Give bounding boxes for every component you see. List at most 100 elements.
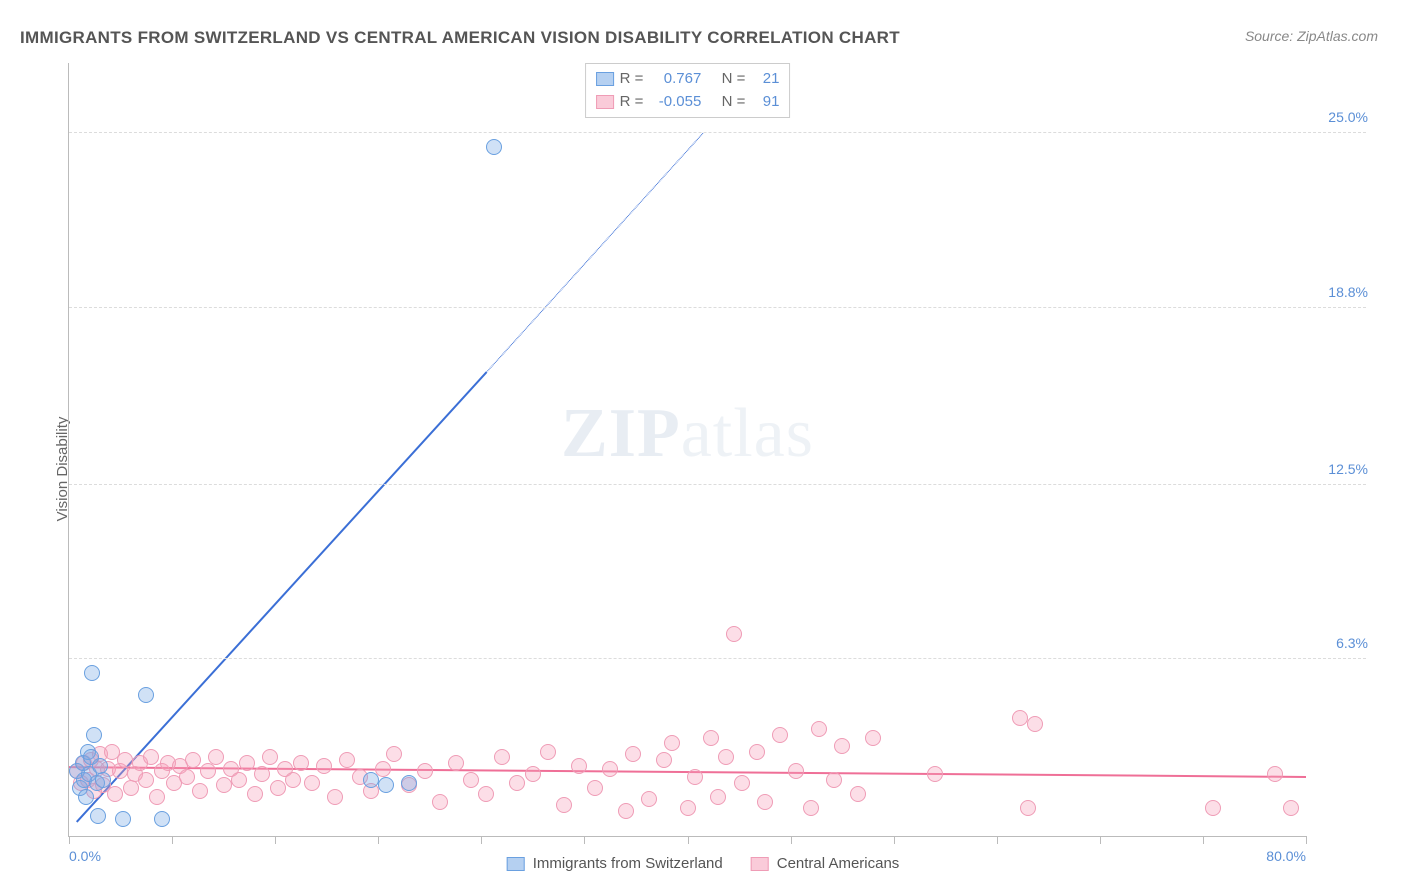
data-point	[208, 749, 224, 765]
data-point	[664, 735, 680, 751]
data-point	[602, 761, 618, 777]
legend-item-pink: Central Americans	[751, 855, 900, 872]
data-point	[1283, 800, 1299, 816]
y-tick-label: 12.5%	[1328, 461, 1368, 477]
r-label: R =	[620, 91, 644, 114]
x-tick	[481, 836, 482, 844]
data-point	[386, 746, 402, 762]
swatch-blue-icon	[596, 72, 614, 86]
data-point	[478, 786, 494, 802]
data-point	[107, 786, 123, 802]
gridline	[69, 132, 1366, 133]
data-point	[262, 749, 278, 765]
plot-area: ZIPatlas R = 0.767 N = 21 R = -0.055 N =…	[68, 63, 1306, 837]
gridline	[69, 658, 1366, 659]
legend-item-blue: Immigrants from Switzerland	[507, 855, 723, 872]
x-tick	[172, 836, 173, 844]
y-tick-label: 18.8%	[1328, 284, 1368, 300]
chart-title: IMMIGRANTS FROM SWITZERLAND VS CENTRAL A…	[20, 28, 900, 48]
data-point	[772, 727, 788, 743]
trend-lines	[69, 63, 1306, 836]
data-point	[656, 752, 672, 768]
data-point	[363, 772, 379, 788]
data-point	[149, 789, 165, 805]
data-point	[703, 730, 719, 746]
data-point	[185, 752, 201, 768]
data-point	[680, 800, 696, 816]
n-label: N =	[722, 68, 746, 91]
data-point	[556, 797, 572, 813]
data-point	[327, 789, 343, 805]
x-tick-label: 80.0%	[1266, 848, 1306, 864]
data-point	[417, 763, 433, 779]
x-tick	[584, 836, 585, 844]
data-point	[834, 738, 850, 754]
data-point	[401, 775, 417, 791]
data-point	[509, 775, 525, 791]
data-point	[339, 752, 355, 768]
data-point	[718, 749, 734, 765]
data-point	[123, 780, 139, 796]
data-point	[154, 811, 170, 827]
data-point	[486, 139, 502, 155]
data-point	[448, 755, 464, 771]
data-point	[826, 772, 842, 788]
swatch-pink-icon	[751, 857, 769, 871]
r-label: R =	[620, 68, 644, 91]
data-point	[254, 766, 270, 782]
data-point	[734, 775, 750, 791]
data-point	[192, 783, 208, 799]
data-point	[1267, 766, 1283, 782]
legend-label-pink: Central Americans	[777, 855, 900, 872]
data-point	[117, 752, 133, 768]
data-point	[375, 761, 391, 777]
data-point	[90, 808, 106, 824]
data-point	[850, 786, 866, 802]
data-point	[115, 811, 131, 827]
x-tick	[791, 836, 792, 844]
data-point	[216, 777, 232, 793]
data-point	[432, 794, 448, 810]
data-point	[378, 777, 394, 793]
data-point	[247, 786, 263, 802]
data-point	[270, 780, 286, 796]
data-point	[571, 758, 587, 774]
gridline	[69, 484, 1366, 485]
data-point	[625, 746, 641, 762]
data-point	[239, 755, 255, 771]
data-point	[618, 803, 634, 819]
data-point	[1027, 716, 1043, 732]
correlation-legend: R = 0.767 N = 21 R = -0.055 N = 91	[585, 63, 791, 118]
data-point	[587, 780, 603, 796]
r-value-pink: -0.055	[649, 91, 701, 114]
source-label: Source: ZipAtlas.com	[1245, 28, 1378, 44]
x-tick	[1306, 836, 1307, 844]
data-point	[231, 772, 247, 788]
data-point	[95, 772, 111, 788]
data-point	[803, 800, 819, 816]
data-point	[86, 727, 102, 743]
data-point	[726, 626, 742, 642]
swatch-pink-icon	[596, 95, 614, 109]
data-point	[687, 769, 703, 785]
r-value-blue: 0.767	[649, 68, 701, 91]
data-point	[304, 775, 320, 791]
legend-label-blue: Immigrants from Switzerland	[533, 855, 723, 872]
data-point	[927, 766, 943, 782]
y-tick-label: 6.3%	[1336, 635, 1368, 651]
x-tick	[275, 836, 276, 844]
data-point	[1020, 800, 1036, 816]
data-point	[84, 665, 100, 681]
n-value-pink: 91	[751, 91, 779, 114]
x-tick	[894, 836, 895, 844]
data-point	[293, 755, 309, 771]
data-point	[641, 791, 657, 807]
n-value-blue: 21	[751, 68, 779, 91]
data-point	[138, 772, 154, 788]
data-point	[1012, 710, 1028, 726]
data-point	[788, 763, 804, 779]
data-point	[200, 763, 216, 779]
legend-row-blue: R = 0.767 N = 21	[596, 68, 780, 91]
data-point	[710, 789, 726, 805]
data-point	[463, 772, 479, 788]
